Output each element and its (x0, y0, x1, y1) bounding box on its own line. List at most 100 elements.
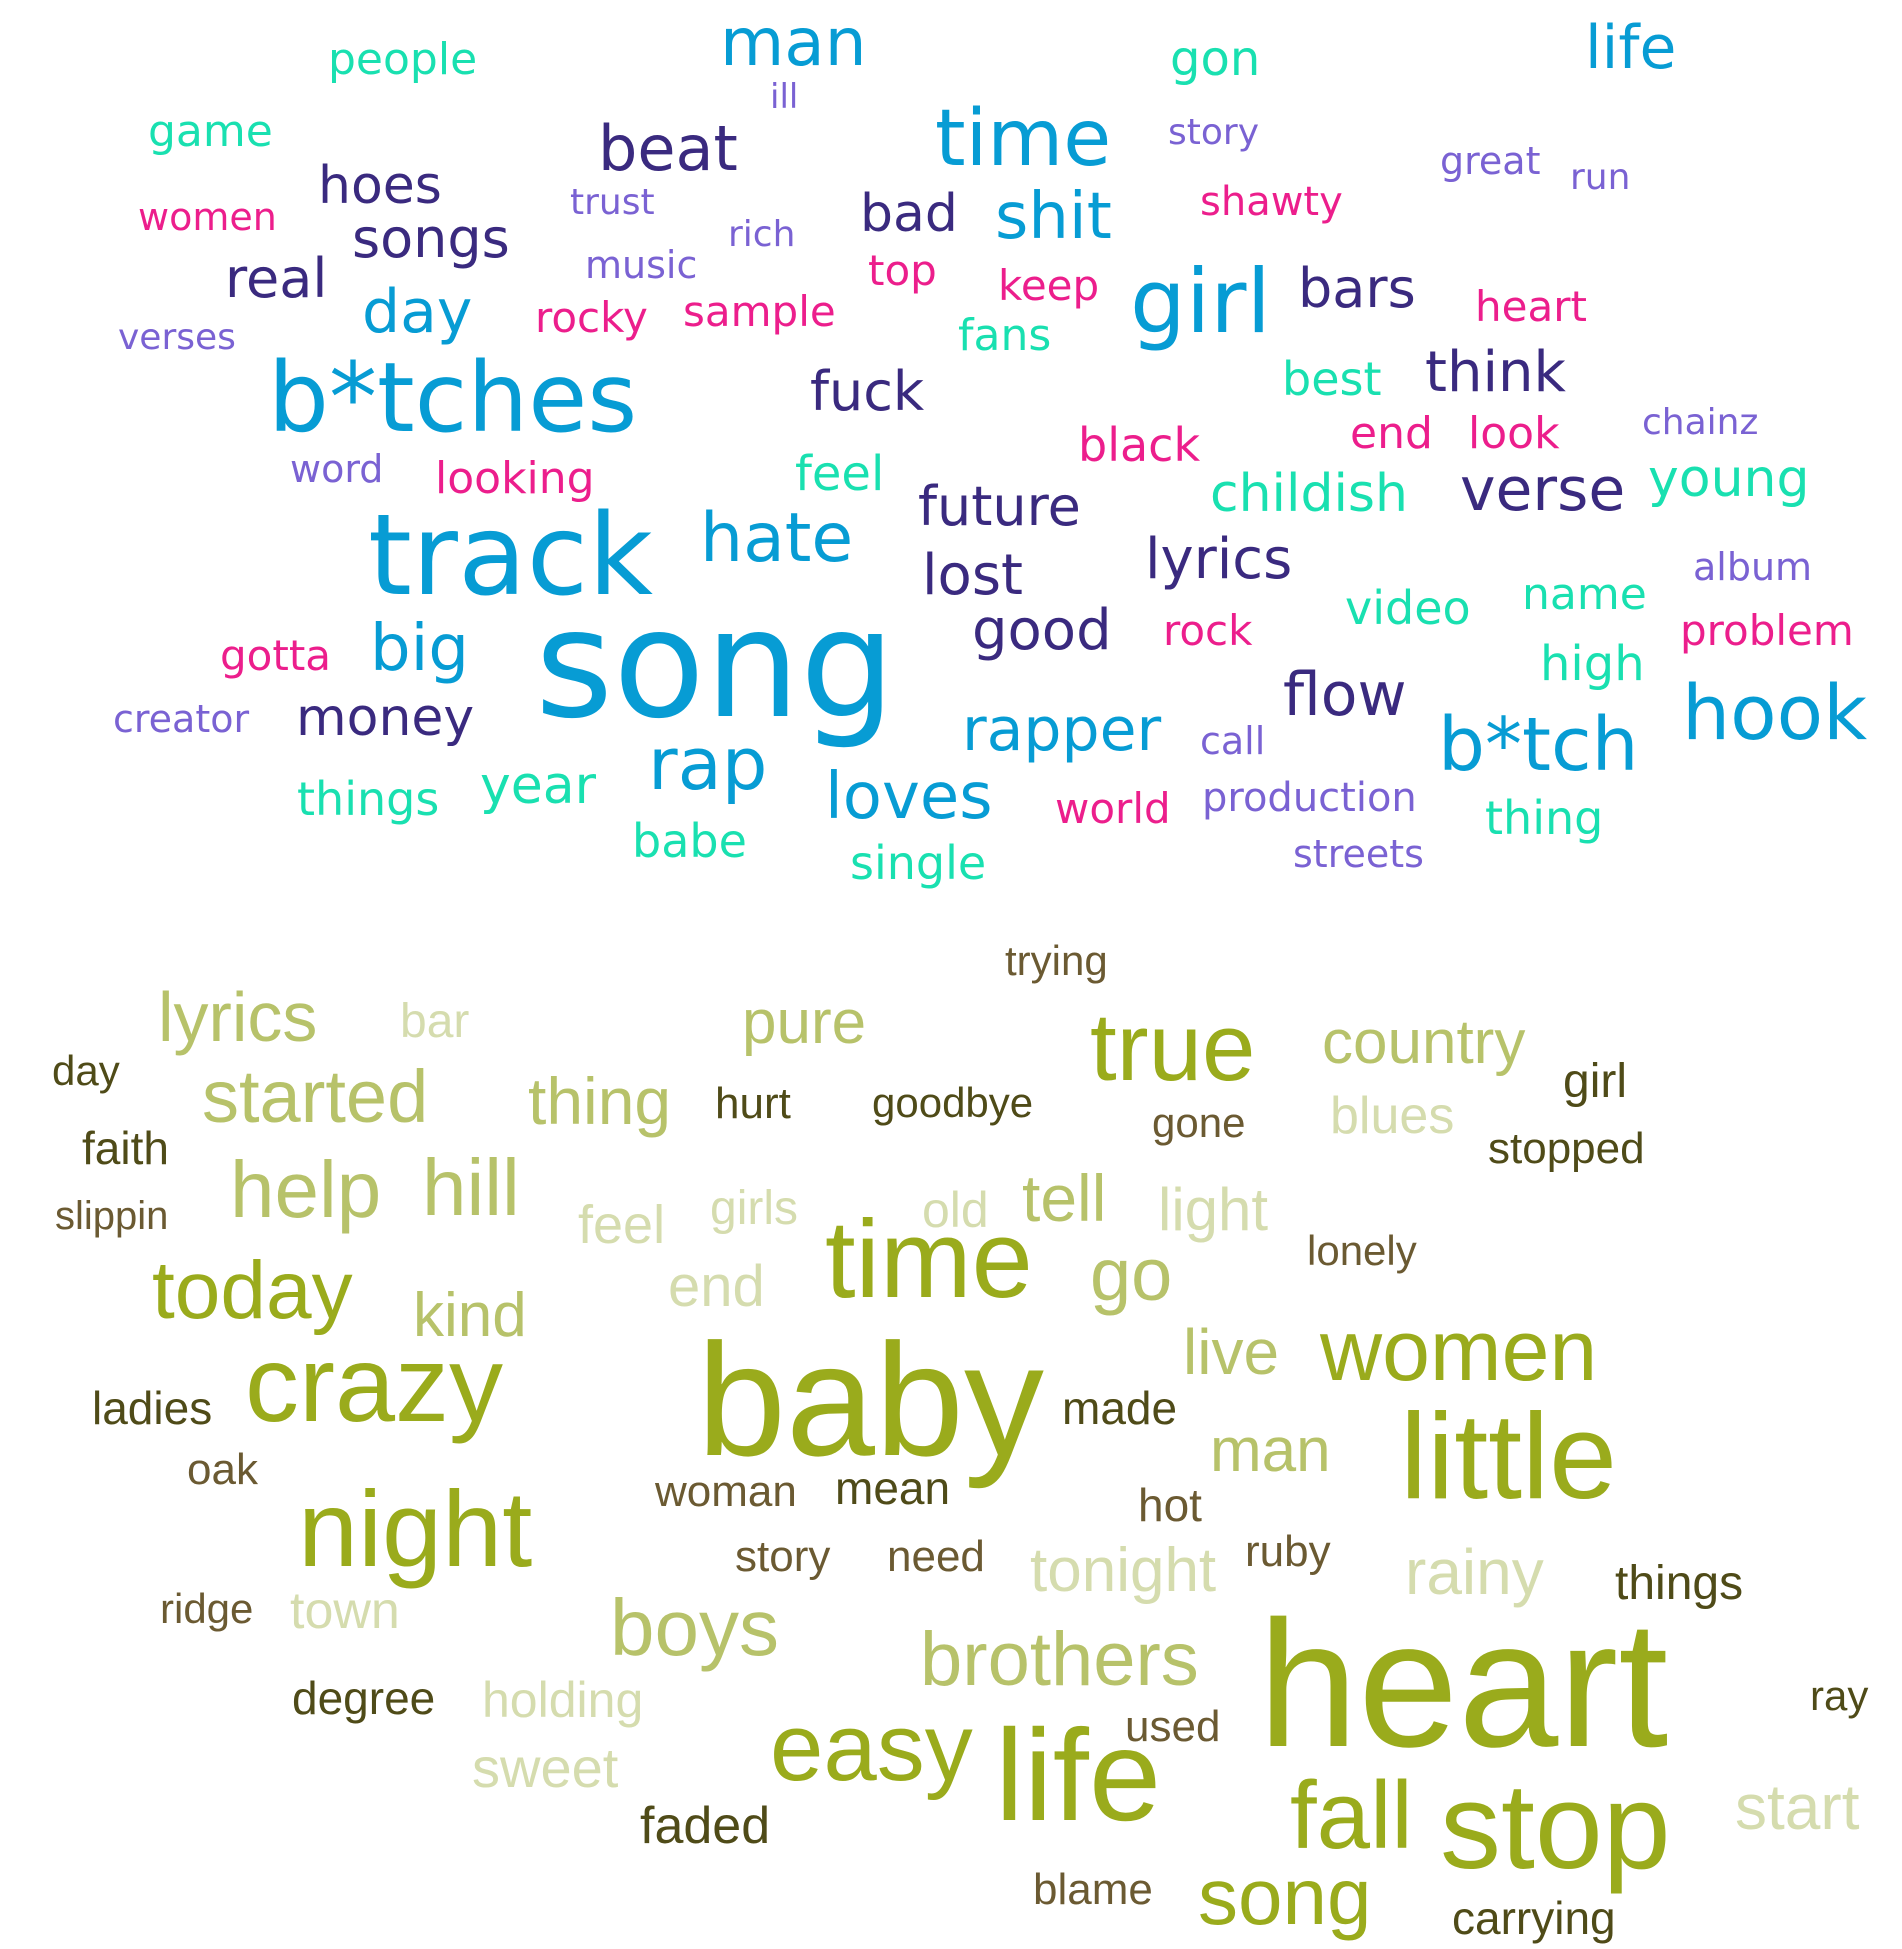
word: old (922, 1182, 989, 1238)
word: brothers (920, 1617, 1199, 1702)
word: today (152, 1245, 353, 1336)
word: end (1350, 408, 1433, 459)
word: shit (995, 180, 1112, 254)
word: music (585, 243, 698, 287)
word: b*tches (268, 342, 638, 454)
word: fans (958, 310, 1052, 361)
word: live (1183, 1316, 1280, 1388)
word: night (298, 1468, 533, 1589)
word: trying (1005, 937, 1108, 984)
word: money (296, 688, 475, 748)
word: feel (578, 1195, 666, 1255)
word: day (52, 1047, 120, 1094)
word: look (1468, 408, 1560, 459)
word: stopped (1488, 1124, 1645, 1173)
word: heart (1475, 282, 1587, 331)
word: streets (1293, 832, 1424, 876)
word: blame (1033, 1865, 1153, 1914)
word: ray (1810, 1672, 1869, 1719)
word: b*tch (1438, 702, 1639, 788)
word: rock (1163, 606, 1253, 655)
word: songs (352, 207, 510, 270)
word: bars (1298, 257, 1416, 320)
word: pure (742, 988, 867, 1057)
word: good (972, 598, 1112, 663)
word: holding (482, 1672, 644, 1728)
word: country (1322, 1008, 1526, 1077)
word: stop (1440, 1758, 1671, 1894)
word: mean (835, 1462, 951, 1514)
word: hot (1138, 1479, 1202, 1531)
word: game (148, 106, 273, 157)
word: chainz (1642, 402, 1759, 443)
word: flow (1283, 660, 1407, 730)
word: goodbye (872, 1079, 1034, 1126)
word: top (868, 246, 937, 295)
word: girls (710, 1182, 799, 1235)
word: used (1125, 1702, 1221, 1751)
word: lonely (1307, 1227, 1417, 1274)
word: story (735, 1532, 831, 1581)
word: crazy (245, 1323, 504, 1444)
word: lyrics (158, 978, 318, 1056)
word: kind (413, 1281, 527, 1350)
word: video (1345, 581, 1471, 635)
word: rocky (535, 293, 648, 342)
word: word (290, 447, 384, 491)
word: women (138, 195, 277, 239)
word: real (225, 247, 328, 310)
word: shawty (1200, 179, 1343, 225)
word: start (1735, 1771, 1860, 1843)
word: started (202, 1055, 429, 1138)
word: day (362, 277, 473, 347)
word: beat (598, 112, 738, 185)
word: time (935, 94, 1112, 184)
word: made (1062, 1382, 1178, 1434)
word: song (535, 578, 896, 752)
word: run (1570, 157, 1631, 198)
word: ridge (160, 1585, 254, 1632)
word: verses (118, 317, 236, 358)
word: call (1200, 719, 1266, 763)
word: young (1648, 449, 1810, 509)
word: life (1585, 13, 1677, 83)
word: feel (795, 446, 885, 502)
word: babe (632, 814, 747, 868)
word: rap (648, 722, 768, 806)
word: things (297, 772, 440, 826)
word: think (1425, 340, 1566, 405)
word: rich (728, 214, 796, 255)
word: high (1540, 636, 1645, 692)
word: keep (998, 261, 1100, 310)
word: ruby (1245, 1527, 1331, 1576)
word: hate (700, 499, 854, 578)
word: thing (528, 1064, 672, 1138)
word: things (1615, 1557, 1744, 1610)
word: album (1693, 545, 1813, 589)
word: looking (435, 453, 595, 504)
word: man (1210, 1416, 1331, 1485)
word: best (1282, 352, 1382, 406)
word: people (328, 34, 478, 85)
word: lost (922, 543, 1023, 608)
word: great (1440, 139, 1541, 183)
word: time (825, 1198, 1033, 1321)
word: thing (1485, 791, 1604, 845)
word: woman (655, 1467, 797, 1516)
word: gon (1170, 31, 1261, 87)
word: life (995, 1702, 1162, 1848)
word: childish (1210, 464, 1408, 524)
word: faith (82, 1122, 169, 1174)
word: problem (1680, 606, 1854, 655)
word: boys (610, 1583, 779, 1672)
word: ill (770, 77, 799, 117)
word: rainy (1405, 1536, 1544, 1608)
word: song (1198, 1852, 1372, 1941)
word: gone (1152, 1099, 1246, 1146)
word: ladies (92, 1382, 213, 1434)
word: big (370, 612, 470, 686)
word: tell (1022, 1161, 1107, 1235)
word: tonight (1030, 1536, 1217, 1605)
word: future (918, 475, 1081, 538)
word-cloud-top: man life people gon ill game beat time s… (0, 0, 1902, 900)
